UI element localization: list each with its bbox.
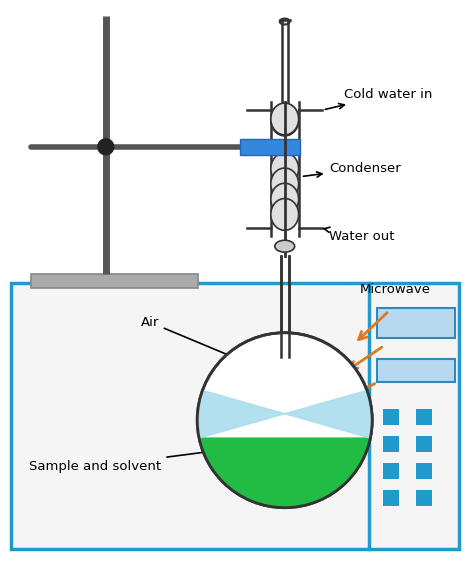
Ellipse shape <box>271 103 299 135</box>
Ellipse shape <box>271 168 299 200</box>
Bar <box>416 463 432 479</box>
Ellipse shape <box>271 104 299 135</box>
Ellipse shape <box>271 199 299 230</box>
Bar <box>377 358 455 383</box>
Text: Sample and solvent: Sample and solvent <box>29 447 232 473</box>
Bar <box>416 490 432 505</box>
Bar <box>416 409 432 425</box>
Text: Air: Air <box>141 316 275 375</box>
Bar <box>377 308 455 338</box>
Text: Water out: Water out <box>324 227 395 243</box>
Ellipse shape <box>271 153 299 185</box>
Bar <box>11 283 459 550</box>
Text: Cold water in: Cold water in <box>325 88 433 109</box>
Bar <box>383 490 399 505</box>
Ellipse shape <box>271 104 299 135</box>
Bar <box>383 409 399 425</box>
Ellipse shape <box>275 240 295 252</box>
Ellipse shape <box>271 183 299 215</box>
Bar <box>383 463 399 479</box>
Polygon shape <box>199 438 370 508</box>
Circle shape <box>197 333 372 508</box>
Text: Microwave: Microwave <box>359 283 430 296</box>
Circle shape <box>98 139 114 155</box>
Ellipse shape <box>271 104 299 136</box>
Bar <box>240 139 300 155</box>
Bar <box>383 436 399 452</box>
Bar <box>31 274 198 288</box>
Text: Condenser: Condenser <box>303 162 401 177</box>
Polygon shape <box>197 391 372 438</box>
Bar <box>416 436 432 452</box>
Ellipse shape <box>280 19 290 24</box>
